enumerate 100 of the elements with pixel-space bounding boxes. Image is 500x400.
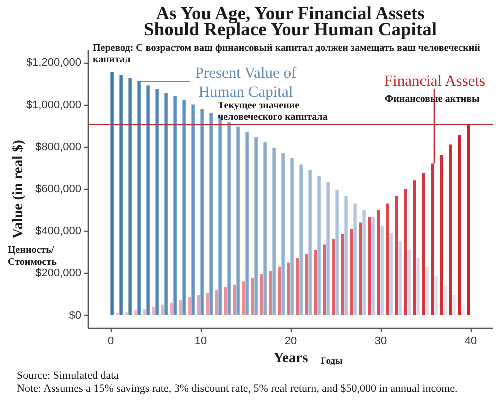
y-tick-label: $1,000,000 xyxy=(26,99,82,112)
y-tick-label: $800,000 xyxy=(36,141,82,154)
bar xyxy=(128,78,132,316)
bar xyxy=(380,226,384,316)
bar xyxy=(242,282,246,316)
bar xyxy=(179,300,182,316)
bar xyxy=(260,274,264,316)
x-tick-label: 10 xyxy=(194,336,208,348)
bar xyxy=(368,217,372,316)
bar xyxy=(161,304,164,316)
y-tick-label: $600,000 xyxy=(36,184,82,196)
bar xyxy=(188,297,192,316)
bar xyxy=(146,86,150,316)
bar xyxy=(458,135,462,316)
text: Ценность/ Стоимость xyxy=(8,245,58,268)
bar xyxy=(134,310,138,316)
bar xyxy=(386,204,390,316)
bar xyxy=(350,229,354,316)
bar xyxy=(264,142,267,316)
x-tick-label: 30 xyxy=(374,336,388,348)
bar xyxy=(344,196,348,316)
bar xyxy=(326,182,330,316)
y-tick-label: $200,000 xyxy=(36,268,82,280)
bar xyxy=(210,113,213,316)
bar xyxy=(318,176,321,316)
bar xyxy=(152,306,156,316)
bar xyxy=(449,144,452,316)
text: Годы xyxy=(321,357,344,367)
bar xyxy=(398,242,402,316)
bar xyxy=(314,250,318,316)
bar xyxy=(228,122,231,316)
bar xyxy=(440,155,444,316)
bar xyxy=(290,158,294,316)
bar xyxy=(323,244,326,316)
bar xyxy=(272,148,276,316)
annotation: Перевод: С возрастом ваш финансовый капитал должен замещать ваш человеческий капитал xyxy=(93,43,481,66)
bar xyxy=(336,190,339,316)
bar xyxy=(206,293,210,316)
bar xyxy=(372,217,375,316)
bar xyxy=(416,258,420,316)
bar xyxy=(224,286,228,316)
bar xyxy=(413,180,416,316)
chart-title: As You Age, Your Financial Assets Should Replace Your Human Capital xyxy=(144,4,437,40)
bar xyxy=(282,153,285,316)
bar xyxy=(182,100,186,316)
x-tick-label: 40 xyxy=(464,336,478,348)
bar xyxy=(278,266,282,316)
bar xyxy=(170,302,174,316)
bar xyxy=(426,266,429,316)
bar xyxy=(246,132,249,316)
bar xyxy=(359,222,362,316)
bar xyxy=(362,210,366,316)
bar xyxy=(308,170,312,316)
bar xyxy=(200,108,204,316)
bar xyxy=(269,271,272,316)
bar xyxy=(156,88,159,316)
bar xyxy=(197,295,200,316)
y-tick-label: $400,000 xyxy=(36,226,82,238)
bar xyxy=(462,304,465,316)
bar xyxy=(215,290,218,316)
bar xyxy=(236,126,240,316)
bar xyxy=(233,284,236,316)
y-tick-label: $1,200,000 xyxy=(26,57,82,70)
bar xyxy=(143,309,146,316)
source-note: Source: Simulated data xyxy=(17,370,120,382)
bar xyxy=(452,295,456,316)
bar xyxy=(422,173,426,316)
bar xyxy=(120,75,123,316)
y-tick-label: $0 xyxy=(69,310,82,322)
bar xyxy=(431,164,434,316)
bar xyxy=(110,72,114,316)
bar xyxy=(354,204,357,316)
bar xyxy=(377,210,380,316)
bar xyxy=(164,93,168,316)
x-tick-label: 20 xyxy=(284,336,298,348)
bar xyxy=(300,164,303,316)
bar xyxy=(254,137,258,316)
bar xyxy=(305,254,308,316)
bar xyxy=(192,104,195,316)
bar xyxy=(332,240,336,316)
bar xyxy=(390,233,393,316)
y-axis-title: Value (in real $) xyxy=(10,140,26,239)
bar xyxy=(467,124,470,316)
annotation: Текущее значение человеческого капитала xyxy=(218,100,328,123)
bar xyxy=(287,262,290,316)
legend-label: Present Value of Human Capital xyxy=(195,65,298,101)
bar xyxy=(408,250,411,316)
x-axis-title: Years xyxy=(274,350,309,366)
bar xyxy=(341,234,344,316)
text: Note: Assumes a 15% savings rate, 3% discount rate, 5% real return, and $50,000 in annual income. xyxy=(17,383,458,395)
bar xyxy=(251,278,254,316)
bar xyxy=(125,312,128,316)
bar xyxy=(395,196,398,316)
x-tick-label: 0 xyxy=(108,336,114,348)
bar xyxy=(138,82,141,316)
bar xyxy=(174,96,177,316)
bar xyxy=(404,189,408,316)
text: Financial Assets xyxy=(384,73,486,90)
bar xyxy=(296,258,300,316)
bar xyxy=(444,286,447,316)
